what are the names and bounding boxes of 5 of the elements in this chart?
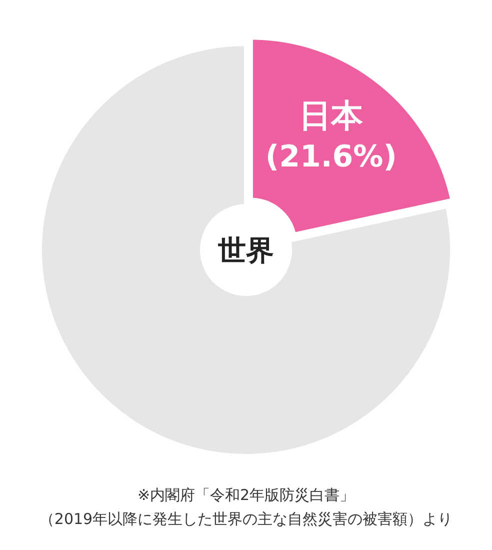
text: 世界 xyxy=(217,234,274,267)
text: （2019年以降に発生した世界の主な自然災害の被害額）より xyxy=(39,510,453,528)
text: ※内閣府「令和2年版防災白書」 xyxy=(137,486,355,504)
slice-label: 日本 xyxy=(299,96,364,134)
data-label: (21.6%) xyxy=(265,139,397,174)
